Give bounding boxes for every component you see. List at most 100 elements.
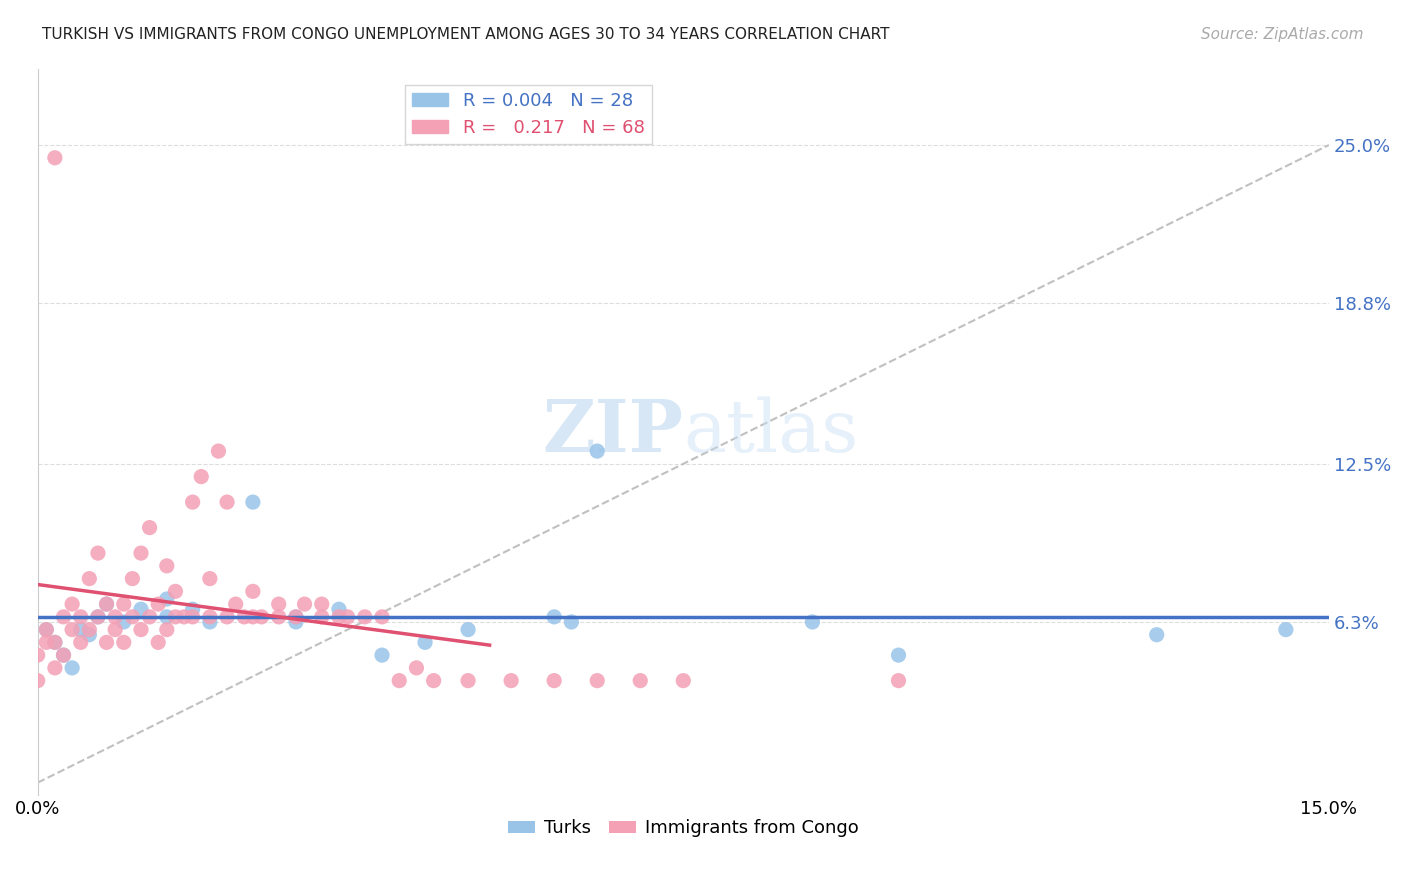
Point bbox=[60, 597, 83, 611]
Point bbox=[267, 610, 290, 624]
Point bbox=[35, 635, 58, 649]
Point bbox=[69, 623, 91, 637]
Point bbox=[156, 592, 179, 607]
Point bbox=[112, 615, 135, 629]
Point bbox=[112, 635, 135, 649]
Legend: Turks, Immigrants from Congo: Turks, Immigrants from Congo bbox=[501, 812, 866, 845]
Point bbox=[284, 610, 307, 624]
Point bbox=[44, 151, 66, 165]
Point bbox=[138, 520, 160, 534]
Point bbox=[586, 673, 609, 688]
Point bbox=[284, 615, 307, 629]
Point bbox=[148, 635, 170, 649]
Point bbox=[138, 610, 160, 624]
Point bbox=[79, 572, 101, 586]
Point bbox=[371, 648, 394, 662]
Point bbox=[405, 661, 427, 675]
Point bbox=[87, 610, 110, 624]
Point bbox=[628, 673, 651, 688]
Point bbox=[156, 623, 179, 637]
Point bbox=[35, 623, 58, 637]
Point bbox=[311, 610, 333, 624]
Point bbox=[413, 635, 436, 649]
Point bbox=[44, 635, 66, 649]
Point bbox=[267, 597, 290, 611]
Point bbox=[156, 610, 179, 624]
Point bbox=[371, 610, 394, 624]
Point bbox=[207, 444, 229, 458]
Point bbox=[52, 610, 75, 624]
Point bbox=[284, 610, 307, 624]
Point bbox=[165, 584, 187, 599]
Point bbox=[148, 597, 170, 611]
Point bbox=[60, 661, 83, 675]
Point bbox=[121, 610, 143, 624]
Point bbox=[35, 623, 58, 637]
Point bbox=[181, 602, 204, 616]
Point bbox=[242, 610, 264, 624]
Point bbox=[165, 610, 187, 624]
Point bbox=[79, 623, 101, 637]
Point bbox=[422, 673, 444, 688]
Point bbox=[1146, 628, 1168, 642]
Point bbox=[198, 615, 221, 629]
Point bbox=[294, 597, 316, 611]
Point bbox=[129, 602, 152, 616]
Point bbox=[311, 597, 333, 611]
Point bbox=[52, 648, 75, 662]
Point bbox=[198, 610, 221, 624]
Point bbox=[801, 615, 824, 629]
Point bbox=[215, 495, 238, 509]
Point bbox=[181, 495, 204, 509]
Point bbox=[27, 648, 49, 662]
Text: Source: ZipAtlas.com: Source: ZipAtlas.com bbox=[1201, 27, 1364, 42]
Point bbox=[1275, 623, 1298, 637]
Point bbox=[388, 673, 411, 688]
Point bbox=[69, 610, 91, 624]
Point bbox=[96, 597, 118, 611]
Point bbox=[198, 572, 221, 586]
Point bbox=[225, 597, 247, 611]
Point bbox=[87, 610, 110, 624]
Point bbox=[887, 673, 910, 688]
Point bbox=[104, 610, 127, 624]
Point bbox=[27, 673, 49, 688]
Point bbox=[215, 610, 238, 624]
Point bbox=[250, 610, 273, 624]
Text: ZIP: ZIP bbox=[543, 396, 683, 467]
Point bbox=[336, 610, 359, 624]
Point bbox=[79, 628, 101, 642]
Point bbox=[543, 610, 565, 624]
Point bbox=[87, 546, 110, 560]
Point bbox=[181, 610, 204, 624]
Point bbox=[60, 623, 83, 637]
Point bbox=[104, 623, 127, 637]
Point bbox=[190, 469, 212, 483]
Point bbox=[328, 602, 350, 616]
Point bbox=[560, 615, 582, 629]
Text: TURKISH VS IMMIGRANTS FROM CONGO UNEMPLOYMENT AMONG AGES 30 TO 34 YEARS CORRELAT: TURKISH VS IMMIGRANTS FROM CONGO UNEMPLO… bbox=[42, 27, 890, 42]
Point bbox=[173, 610, 195, 624]
Point bbox=[52, 648, 75, 662]
Point bbox=[543, 673, 565, 688]
Text: atlas: atlas bbox=[683, 397, 859, 467]
Point bbox=[242, 584, 264, 599]
Point bbox=[112, 597, 135, 611]
Point bbox=[44, 661, 66, 675]
Point bbox=[328, 610, 350, 624]
Point bbox=[457, 623, 479, 637]
Point bbox=[457, 673, 479, 688]
Point bbox=[586, 444, 609, 458]
Point bbox=[353, 610, 375, 624]
Point bbox=[501, 673, 523, 688]
Point bbox=[69, 635, 91, 649]
Point bbox=[96, 635, 118, 649]
Point bbox=[129, 546, 152, 560]
Point bbox=[156, 558, 179, 573]
Point bbox=[121, 572, 143, 586]
Point bbox=[96, 597, 118, 611]
Point bbox=[887, 648, 910, 662]
Point bbox=[44, 635, 66, 649]
Point bbox=[233, 610, 256, 624]
Point bbox=[242, 495, 264, 509]
